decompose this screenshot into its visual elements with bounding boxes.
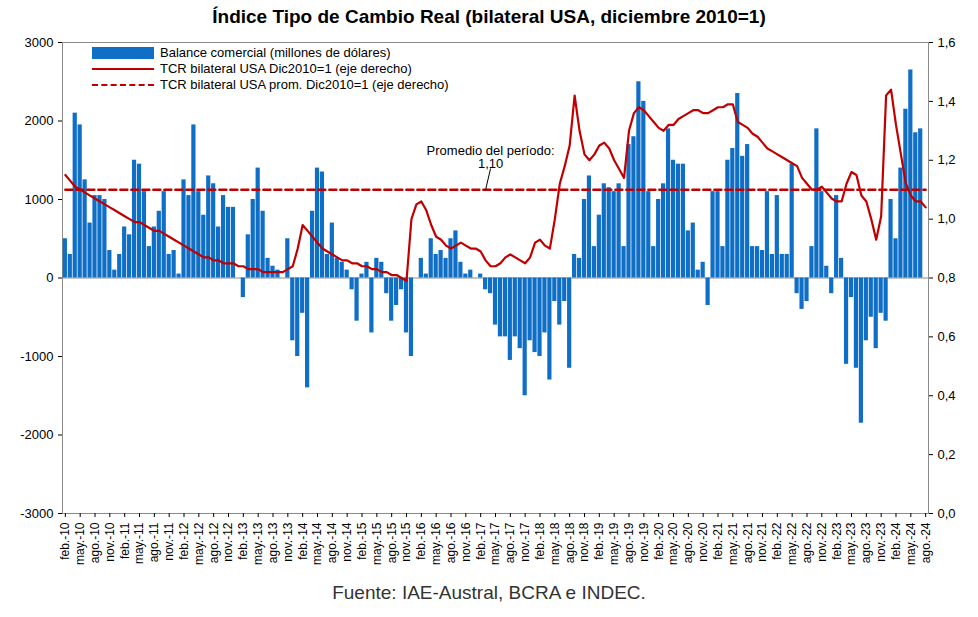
svg-text:Promedio del período:1,10: Promedio del período:1,10 bbox=[427, 143, 555, 171]
svg-text:ago.-18: ago.-18 bbox=[563, 522, 577, 563]
svg-text:nov.-17: nov.-17 bbox=[518, 522, 532, 561]
svg-text:may.-10: may.-10 bbox=[73, 522, 87, 565]
svg-text:3000: 3000 bbox=[25, 35, 54, 50]
svg-text:may.-21: may.-21 bbox=[726, 522, 740, 565]
svg-text:may.-13: may.-13 bbox=[251, 522, 265, 565]
svg-text:may.-17: may.-17 bbox=[488, 522, 502, 565]
svg-text:may.-20: may.-20 bbox=[666, 522, 680, 565]
svg-text:may.-18: may.-18 bbox=[548, 522, 562, 565]
svg-text:nov.-21: nov.-21 bbox=[755, 522, 769, 561]
svg-text:-1000: -1000 bbox=[20, 349, 53, 364]
svg-text:-2000: -2000 bbox=[20, 427, 53, 442]
html-text:TCR bilateral USA Dic2010=1 (e: TCR bilateral USA Dic2010=1 (eje derecho… bbox=[160, 61, 412, 76]
svg-text:1,6: 1,6 bbox=[938, 35, 956, 50]
svg-text:ago.-13: ago.-13 bbox=[266, 522, 280, 563]
svg-text:feb.-22: feb.-22 bbox=[770, 522, 784, 560]
svg-text:feb.-20: feb.-20 bbox=[652, 522, 666, 560]
svg-text:ago.-20: ago.-20 bbox=[681, 522, 695, 563]
svg-text:0,4: 0,4 bbox=[938, 388, 956, 403]
svg-text:may.-22: may.-22 bbox=[785, 522, 799, 565]
svg-text:feb.-23: feb.-23 bbox=[829, 522, 843, 560]
svg-text:0,8: 0,8 bbox=[938, 270, 956, 285]
svg-text:nov.-14: nov.-14 bbox=[340, 522, 354, 561]
svg-text:nov.-11: nov.-11 bbox=[162, 522, 176, 561]
svg-text:nov.-16: nov.-16 bbox=[459, 522, 473, 561]
svg-text:nov.-18: nov.-18 bbox=[577, 522, 591, 561]
svg-text:feb.-18: feb.-18 bbox=[533, 522, 547, 560]
svg-text:ago.-16: ago.-16 bbox=[444, 522, 458, 563]
svg-text:nov.-12: nov.-12 bbox=[221, 522, 235, 561]
svg-text:feb.-10: feb.-10 bbox=[58, 522, 72, 560]
svg-text:ago.-21: ago.-21 bbox=[741, 522, 755, 563]
svg-text:ago.-24: ago.-24 bbox=[918, 522, 932, 563]
svg-text:0,6: 0,6 bbox=[938, 329, 956, 344]
svg-text:nov.-13: nov.-13 bbox=[281, 522, 295, 561]
html-text:Índice Tipo de Cambio Real (bi: Índice Tipo de Cambio Real (bilateral US… bbox=[212, 6, 766, 27]
svg-text:feb.-11: feb.-11 bbox=[118, 522, 132, 559]
svg-text:ago.-10: ago.-10 bbox=[88, 522, 102, 563]
svg-text:nov.-23: nov.-23 bbox=[874, 522, 888, 561]
svg-text:nov.-10: nov.-10 bbox=[103, 522, 117, 561]
svg-text:feb.-16: feb.-16 bbox=[414, 522, 428, 560]
svg-text:0: 0 bbox=[46, 270, 53, 285]
svg-text:nov.-15: nov.-15 bbox=[399, 522, 413, 561]
svg-text:feb.-19: feb.-19 bbox=[592, 522, 606, 560]
html-text:Balance comercial (millones de: Balance comercial (millones de dólares) bbox=[160, 45, 391, 60]
svg-text:feb.-24: feb.-24 bbox=[889, 522, 903, 560]
svg-text:ago.-17: ago.-17 bbox=[503, 522, 517, 563]
svg-text:nov.-19: nov.-19 bbox=[637, 522, 651, 561]
svg-text:may.-12: may.-12 bbox=[192, 522, 206, 565]
svg-text:feb.-21: feb.-21 bbox=[711, 522, 725, 560]
svg-text:may.-19: may.-19 bbox=[607, 522, 621, 565]
svg-text:1000: 1000 bbox=[25, 192, 54, 207]
svg-text:may.-11: may.-11 bbox=[132, 522, 146, 564]
svg-text:may.-14: may.-14 bbox=[310, 522, 324, 565]
svg-text:feb.-13: feb.-13 bbox=[236, 522, 250, 560]
svg-text:2000: 2000 bbox=[25, 113, 54, 128]
svg-text:ago.-22: ago.-22 bbox=[800, 522, 814, 563]
svg-text:1,0: 1,0 bbox=[938, 211, 956, 226]
svg-text:may.-24: may.-24 bbox=[904, 522, 918, 565]
svg-text:0,2: 0,2 bbox=[938, 447, 956, 462]
svg-text:1,4: 1,4 bbox=[938, 94, 956, 109]
svg-text:feb.-14: feb.-14 bbox=[296, 522, 310, 560]
svg-text:feb.-15: feb.-15 bbox=[355, 522, 369, 560]
svg-text:-3000: -3000 bbox=[20, 506, 53, 521]
svg-text:nov.-20: nov.-20 bbox=[696, 522, 710, 561]
svg-text:feb.-12: feb.-12 bbox=[177, 522, 191, 560]
svg-text:may.-15: may.-15 bbox=[370, 522, 384, 565]
svg-text:1,2: 1,2 bbox=[938, 152, 956, 167]
svg-text:feb.-17: feb.-17 bbox=[474, 522, 488, 560]
svg-text:nov.-22: nov.-22 bbox=[815, 522, 829, 561]
svg-text:ago.-11: ago.-11 bbox=[147, 522, 161, 562]
svg-text:ago.-23: ago.-23 bbox=[859, 522, 873, 563]
svg-text:ago.-14: ago.-14 bbox=[325, 522, 339, 563]
svg-text:ago.-15: ago.-15 bbox=[385, 522, 399, 563]
svg-text:may.-16: may.-16 bbox=[429, 522, 443, 565]
svg-text:may.-23: may.-23 bbox=[844, 522, 858, 565]
svg-text:ago.-12: ago.-12 bbox=[207, 522, 221, 563]
html-text:TCR bilateral USA prom. Dic201: TCR bilateral USA prom. Dic2010=1 (eje d… bbox=[160, 77, 449, 92]
svg-text:0,0: 0,0 bbox=[938, 506, 956, 521]
svg-text:ago.-19: ago.-19 bbox=[622, 522, 636, 563]
html-text:Fuente: IAE-Austral, BCRA e IN: Fuente: IAE-Austral, BCRA e INDEC. bbox=[332, 582, 646, 603]
